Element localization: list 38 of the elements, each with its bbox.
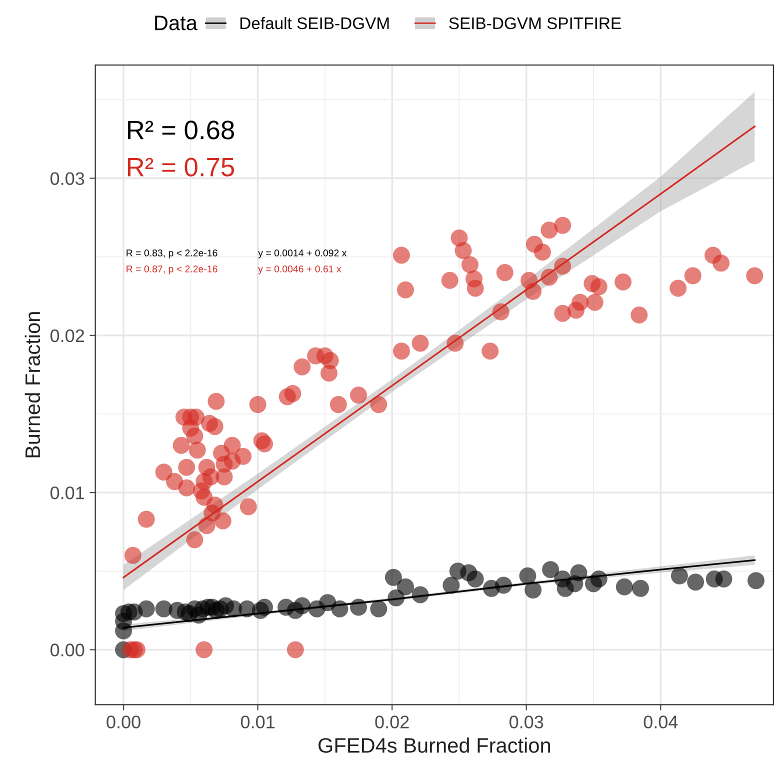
point bbox=[115, 622, 132, 640]
point bbox=[687, 574, 704, 591]
point bbox=[370, 600, 388, 618]
x-tick-label: 0.01 bbox=[240, 716, 274, 728]
annotation: R = 0.87, p < 2.2e-16 bbox=[126, 266, 218, 274]
annotation: R = 0.83, p < 2.2e-16 bbox=[126, 250, 218, 258]
annotation: y = 0.0046 + 0.61 x bbox=[258, 266, 342, 274]
point bbox=[715, 570, 732, 588]
point bbox=[542, 561, 560, 578]
point bbox=[519, 567, 536, 584]
x-axis-title: GFED4s Burned Fraction bbox=[318, 738, 550, 753]
point bbox=[747, 572, 764, 590]
point bbox=[616, 578, 633, 596]
point bbox=[632, 580, 650, 597]
x-tick-label: 0.03 bbox=[510, 716, 544, 728]
point bbox=[138, 600, 155, 618]
point bbox=[256, 598, 274, 616]
annotation: R² = 0.68 bbox=[128, 120, 234, 140]
point bbox=[397, 578, 414, 596]
x-tick-label: 0.00 bbox=[106, 716, 140, 728]
y-tick-label: 0.03 bbox=[50, 172, 84, 185]
point bbox=[524, 581, 542, 599]
legend-title: Data bbox=[155, 16, 198, 30]
y-axis-title: Burned Fraction bbox=[24, 312, 40, 458]
point bbox=[442, 576, 460, 594]
point bbox=[466, 570, 484, 588]
annotation: y = 0.0014 + 0.092 x bbox=[258, 250, 347, 258]
legend-label: Default SEIB-DGVM bbox=[240, 16, 389, 30]
point bbox=[384, 568, 402, 586]
y-tick-label: 0.01 bbox=[50, 486, 84, 500]
point bbox=[217, 597, 234, 614]
x-tick-label: 0.04 bbox=[644, 716, 678, 728]
legend-label: SEIB-DGVM SPITFIRE bbox=[449, 17, 621, 30]
point bbox=[670, 567, 688, 584]
annotation: R² = 0.75 bbox=[128, 158, 234, 176]
y-tick-label: 0.02 bbox=[50, 329, 84, 342]
y-tick-label: 0.00 bbox=[50, 644, 84, 656]
x-tick-label: 0.02 bbox=[375, 716, 409, 728]
